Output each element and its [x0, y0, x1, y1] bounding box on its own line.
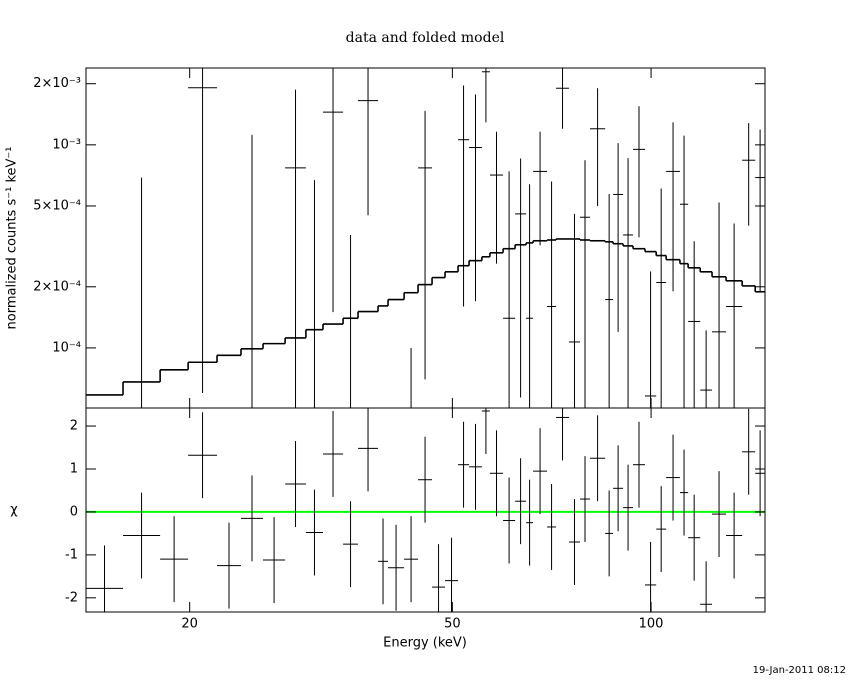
y-tick-label: -1 [65, 547, 78, 562]
y-tick-label: 10⁻⁴ [52, 340, 81, 355]
y-axis-label: normalized counts s⁻¹ keV⁻¹ [5, 147, 20, 330]
y-tick-label: 2×10⁻³ [33, 76, 81, 91]
y-tick-label: -2 [65, 590, 78, 605]
y-tick-label: 0 [70, 504, 78, 519]
y-tick-label: 2 [70, 419, 78, 434]
data-panel [86, 68, 765, 408]
residual-panel [86, 408, 765, 612]
y-tick-label: 10⁻³ [52, 137, 81, 152]
timestamp: 19-Jan-2011 08:12 [753, 665, 846, 676]
x-tick-label: 50 [444, 617, 461, 632]
x-tick-label: 100 [639, 617, 664, 632]
residual-axis-label: χ [10, 503, 18, 518]
axes: 10⁻⁴ 2×10⁻⁴ 5×10⁻⁴ 10⁻³ 2×10⁻³ -2 -1 0 1 2 20 50 100 [33, 67, 766, 632]
y-tick-label: 2×10⁻⁴ [33, 279, 81, 294]
y-tick-label: 1 [70, 461, 78, 476]
chart-title: data and folded model [346, 30, 505, 46]
x-tick-label: 20 [181, 617, 198, 632]
y-tick-label: 5×10⁻⁴ [33, 198, 81, 213]
x-axis-label: Energy (keV) [383, 636, 467, 651]
bottom-frame [85, 407, 766, 613]
